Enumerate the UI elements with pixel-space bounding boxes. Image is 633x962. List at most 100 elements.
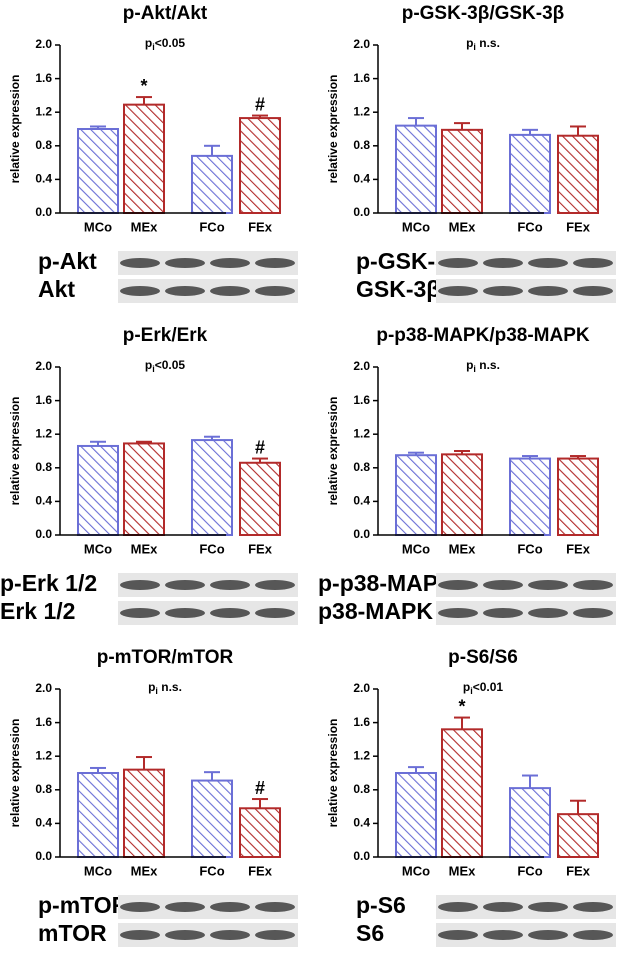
annotation-symbol: p [463, 680, 470, 694]
blot-band [210, 258, 250, 268]
x-tick-label: FCo [199, 219, 224, 234]
y-tick-label: 0.4 [353, 816, 370, 830]
bar [395, 772, 437, 858]
blot-band [165, 902, 205, 912]
annotation-subscript: i [152, 364, 155, 374]
blot-band [165, 608, 205, 618]
x-tick-label: FCo [517, 541, 542, 556]
bar [441, 128, 483, 214]
bar [191, 154, 233, 215]
blot-band [255, 902, 295, 912]
blot-band [120, 930, 160, 940]
blot-band [528, 580, 568, 590]
y-tick-label: 2.0 [35, 681, 52, 695]
annotation-symbol: p [145, 36, 152, 50]
y-tick-label: 0.8 [353, 138, 370, 152]
blot-label: Akt [38, 276, 75, 302]
blot-band [120, 286, 160, 296]
y-tick-label: 1.6 [353, 393, 370, 407]
bar [395, 454, 437, 537]
significance-marker: # [255, 94, 265, 114]
annotation-text: <0.05 [155, 358, 186, 372]
blot-band [255, 608, 295, 618]
annotation-symbol: p [466, 358, 473, 372]
significance-marker: # [255, 778, 265, 798]
blot-band [255, 930, 295, 940]
y-tick-label: 1.2 [353, 104, 370, 118]
bar [441, 728, 483, 859]
x-tick-label: FEx [566, 219, 591, 234]
chart-title: p-mTOR/mTOR [97, 647, 234, 668]
blot-band [528, 930, 568, 940]
y-tick-label: 2.0 [35, 37, 52, 51]
annotation: pi<0.05 [145, 36, 186, 52]
bar [557, 813, 599, 858]
bar [441, 453, 483, 536]
y-axis-label: relative expression [8, 75, 22, 184]
blot-band [210, 286, 250, 296]
blot-band [210, 930, 250, 940]
y-tick-label: 0.0 [353, 849, 370, 863]
bar [395, 124, 437, 214]
y-tick-label: 1.2 [35, 426, 52, 440]
blot-band [255, 286, 295, 296]
bar [557, 457, 599, 536]
annotation-subscript: i [152, 42, 155, 52]
y-tick-label: 1.6 [353, 71, 370, 85]
bar [239, 117, 281, 214]
y-tick-label: 0.0 [353, 205, 370, 219]
y-tick-label: 0.8 [35, 782, 52, 796]
blot-band [573, 580, 613, 590]
annotation-text: <0.01 [473, 680, 504, 694]
y-tick-label: 0.4 [353, 172, 370, 186]
blot-band [528, 608, 568, 618]
blot-band [120, 902, 160, 912]
blot-band [438, 258, 478, 268]
y-tick-label: 0.4 [35, 172, 52, 186]
blot-band [165, 930, 205, 940]
annotation-text: n.s. [158, 680, 182, 694]
y-tick-label: 0.8 [353, 782, 370, 796]
y-axis-label: relative expression [8, 719, 22, 828]
bar [191, 439, 233, 536]
blot-band [573, 930, 613, 940]
annotation: pi n.s. [148, 680, 182, 696]
x-tick-label: FEx [248, 219, 273, 234]
x-tick-label: MEx [449, 219, 477, 234]
y-tick-label: 1.6 [35, 71, 52, 85]
bar [509, 457, 551, 536]
x-tick-label: MCo [402, 541, 430, 556]
blot-label: Erk 1/2 [0, 598, 75, 624]
annotation: pi n.s. [466, 358, 500, 374]
bar [123, 768, 165, 859]
x-tick-label: FCo [517, 219, 542, 234]
blot-band [438, 930, 478, 940]
blot-label: p38-MAPK [318, 598, 433, 624]
chart-title: p-S6/S6 [448, 647, 518, 668]
y-tick-label: 0.0 [35, 849, 52, 863]
blot-band [483, 258, 523, 268]
x-tick-label: MEx [131, 219, 159, 234]
blot-band [528, 902, 568, 912]
bar [239, 461, 281, 537]
y-tick-label: 1.2 [353, 748, 370, 762]
y-tick-label: 2.0 [35, 359, 52, 373]
annotation-text: n.s. [476, 36, 500, 50]
blot-label: p-Erk 1/2 [0, 570, 97, 596]
y-tick-label: 0.4 [35, 494, 52, 508]
x-tick-label: FEx [566, 541, 591, 556]
bar [77, 128, 119, 214]
y-tick-label: 1.6 [35, 393, 52, 407]
blot-band [255, 580, 295, 590]
y-tick-label: 0.0 [35, 527, 52, 541]
annotation-subscript: i [155, 686, 158, 696]
bar [77, 444, 119, 536]
significance-marker: * [140, 76, 147, 96]
y-axis-label: relative expression [326, 75, 340, 184]
blot-band [210, 608, 250, 618]
x-tick-label: FEx [566, 863, 591, 878]
y-tick-label: 0.4 [35, 816, 52, 830]
blot-band [120, 258, 160, 268]
bar [123, 103, 165, 214]
